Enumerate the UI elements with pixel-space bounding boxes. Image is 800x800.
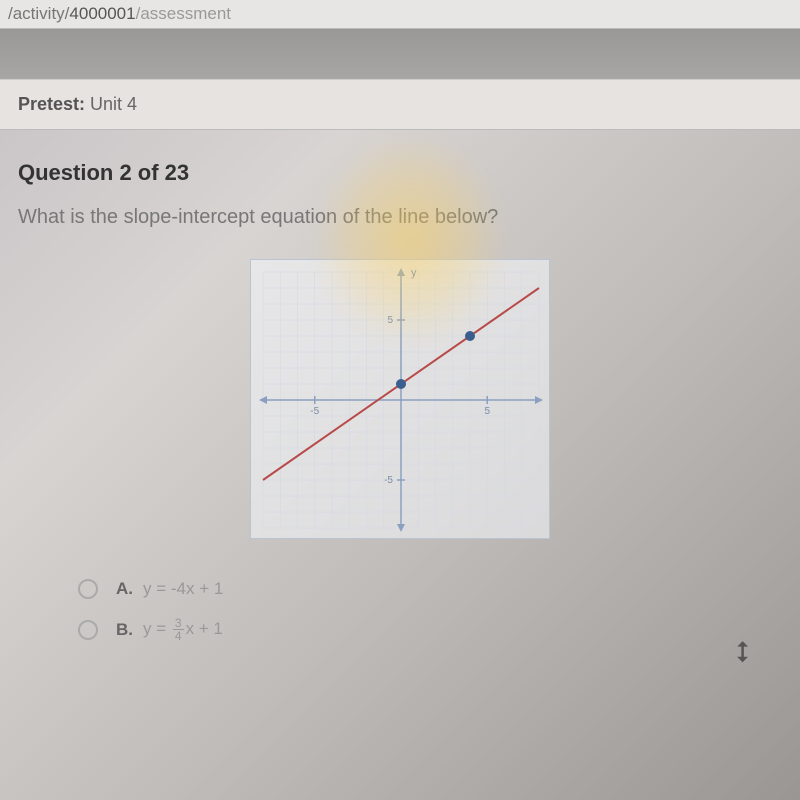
answer-a-prefix: y = — [143, 579, 171, 598]
answer-b-suffix: x + 1 — [186, 619, 223, 638]
answer-list: A. y = -4x + 1 B. y = 34x + 1 — [18, 579, 782, 642]
answer-b-equation: y = 34x + 1 — [143, 617, 223, 642]
answer-option-b[interactable]: B. y = 34x + 1 — [78, 617, 782, 642]
answer-a-equation: y = -4x + 1 — [143, 579, 223, 599]
radio-icon[interactable] — [78, 579, 98, 599]
answer-b-prefix: y = — [143, 619, 171, 638]
fraction: 34 — [173, 617, 184, 642]
answer-b-label: B. — [116, 620, 133, 640]
content-area: Question 2 of 23 What is the slope-inter… — [0, 130, 800, 670]
cursor-icon: ⭥ — [735, 637, 750, 670]
frac-den: 4 — [173, 630, 184, 642]
svg-text:-5: -5 — [310, 406, 319, 417]
url-part2: 4000001 — [69, 4, 135, 23]
chart-svg: -5 5 -5 5 y — [251, 260, 551, 540]
answer-option-a[interactable]: A. y = -4x + 1 — [78, 579, 782, 599]
svg-text:5: 5 — [387, 315, 393, 326]
pretest-bar: Pretest: Unit 4 — [0, 79, 800, 130]
question-text: What is the slope-intercept equation of … — [18, 206, 782, 229]
svg-text:y: y — [411, 267, 417, 279]
radio-icon[interactable] — [78, 620, 98, 640]
pretest-unit: Unit 4 — [90, 94, 137, 114]
answer-a-label: A. — [116, 579, 133, 599]
pretest-label: Pretest: — [18, 94, 85, 114]
chart-container: -5 5 -5 5 y — [18, 259, 782, 539]
svg-text:5: 5 — [484, 406, 490, 417]
top-gap — [0, 29, 800, 79]
question-number: Question 2 of 23 — [18, 160, 782, 186]
svg-text:-5: -5 — [384, 475, 393, 486]
line-chart: -5 5 -5 5 y — [250, 259, 550, 539]
answer-a-expr: -4x + 1 — [171, 579, 223, 598]
url-bar: /activity/4000001/assessment — [0, 0, 800, 29]
url-part1: /activity/ — [8, 4, 69, 23]
url-part3: /assessment — [136, 4, 231, 23]
